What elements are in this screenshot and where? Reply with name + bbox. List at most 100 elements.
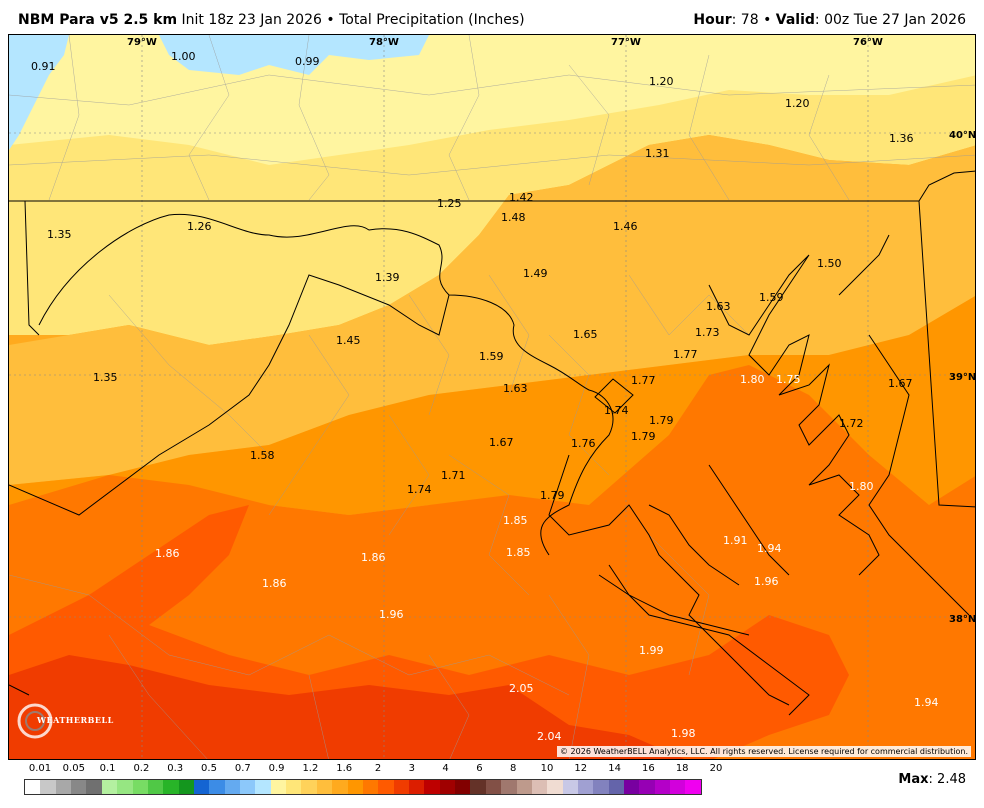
field-blue-n (159, 35, 429, 75)
legend-swatch (301, 780, 317, 794)
legend-label: 14 (608, 763, 621, 774)
legend-swatch (163, 780, 179, 794)
legend-label: 1.6 (336, 763, 353, 774)
legend-label: 16 (642, 763, 655, 774)
legend-swatch (424, 780, 440, 794)
precip-value-label: 0.99 (295, 55, 320, 68)
legend-swatch (270, 780, 287, 794)
legend-label: 0.9 (268, 763, 285, 774)
legend-swatch (470, 780, 486, 794)
legend-label: 0.7 (234, 763, 251, 774)
max-value: : 2.48 (928, 772, 966, 787)
hour-label: Hour (693, 12, 732, 28)
precip-value-label: 1.65 (573, 328, 598, 341)
precip-value-label: 1.50 (817, 257, 842, 270)
precip-value-label: 1.77 (631, 374, 656, 387)
precip-value-label: 1.79 (631, 430, 656, 443)
precip-value-label: 1.98 (671, 727, 696, 740)
legend-label: 8 (510, 763, 517, 774)
precip-value-label: 1.79 (649, 414, 674, 427)
legend-swatch (332, 780, 348, 794)
legend-label: 1.2 (302, 763, 319, 774)
legend-swatch (209, 780, 225, 794)
field-blue-w (9, 35, 69, 150)
legend-swatch (255, 780, 271, 794)
precip-value-label: 1.45 (336, 334, 361, 347)
legend-swatch (501, 780, 517, 794)
precip-value-label: 1.20 (649, 75, 674, 88)
county-lines (9, 35, 975, 759)
legend-swatch (25, 780, 41, 794)
precip-value-label: 1.77 (673, 348, 698, 361)
precip-value-label: 1.31 (645, 147, 670, 160)
lat-label: 39°N (949, 372, 976, 383)
legend-label: 12 (574, 763, 588, 774)
hour-value: : 78 (731, 12, 759, 28)
lat-label: 38°N (949, 614, 976, 625)
legend-label: 0.2 (133, 763, 150, 774)
precip-map[interactable]: 79°W 78°W 77°W 76°W 40°N 39°N 38°N 0.91 1… (8, 34, 976, 760)
precip-value-label: 1.86 (361, 551, 386, 564)
lon-label: 77°W (611, 37, 641, 48)
lon-label: 79°W (127, 37, 157, 48)
precip-value-label: 1.67 (489, 436, 514, 449)
color-legend: 0.01 0.05 0.1 0.2 0.3 0.5 0.7 0.9 1.2 1.6 2 3 4 6 8 10 1… (24, 763, 722, 797)
legend-swatch (178, 780, 194, 794)
valid-label: Valid (775, 12, 815, 28)
legend-label: 4 (442, 763, 449, 774)
precip-value-label: 1.99 (639, 644, 664, 657)
precip-value-label: 1.79 (540, 489, 565, 502)
precip-value-label: 1.35 (47, 228, 72, 241)
legend-swatch (593, 780, 609, 794)
precip-value-label: 1.20 (785, 97, 810, 110)
bullet: • (763, 12, 772, 28)
legend-swatch (101, 780, 118, 794)
legend-swatch (531, 780, 548, 794)
legend-swatch (639, 780, 655, 794)
legend-label: 0.1 (99, 763, 116, 774)
lon-labels: 79°W 78°W 77°W 76°W (127, 37, 883, 48)
precip-value-label: 2.05 (509, 682, 534, 695)
legend-swatch (362, 780, 379, 794)
precip-value-label: 2.04 (537, 730, 562, 743)
legend-label: 0.05 (62, 763, 85, 774)
legend-swatch (117, 780, 133, 794)
product-name: Total Precipitation (Inches) (339, 12, 525, 28)
field-1p6 (9, 135, 975, 485)
precip-value-label: 1.74 (604, 404, 629, 417)
valid-value: : 00z Tue 27 Jan 2026 (814, 12, 966, 28)
precip-value-label: 1.59 (479, 350, 504, 363)
precip-value-label: 1.26 (187, 220, 212, 233)
precip-value-label: 1.63 (503, 382, 528, 395)
legend-swatch (347, 780, 363, 794)
legend-swatch (562, 780, 578, 794)
weatherbell-logo: WEATHERBELL (15, 701, 113, 741)
lat-labels: 40°N 39°N 38°N (949, 130, 976, 625)
legend-label: 0.3 (167, 763, 184, 774)
precip-value-label: 1.25 (437, 197, 462, 210)
precip-value-label: 0.91 (31, 60, 56, 73)
legend-swatch (86, 780, 102, 794)
max-value-box: Max: 2.48 (898, 772, 966, 787)
precip-value-label: 1.80 (740, 373, 765, 386)
precip-value-label: 1.59 (759, 291, 784, 304)
legend-swatch (547, 780, 563, 794)
legend-swatch (408, 780, 425, 794)
legend-swatch (240, 780, 256, 794)
legend-swatch (193, 780, 210, 794)
precip-value-label: 1.73 (695, 326, 720, 339)
legend-swatch (147, 780, 164, 794)
precip-value-label: 1.63 (706, 300, 731, 313)
precip-value-label: 1.85 (503, 514, 528, 527)
legend-swatch (40, 780, 56, 794)
header-valid: Hour: 78 • Valid: 00z Tue 27 Jan 2026 (693, 12, 966, 28)
legend-swatch (439, 780, 456, 794)
precip-value-label: 1.72 (839, 417, 864, 430)
precip-value-label: 1.42 (509, 191, 534, 204)
precip-value-label: 1.75 (776, 373, 801, 386)
legend-swatch (71, 780, 87, 794)
logo-swirl-icon (17, 703, 53, 739)
legend-swatch (670, 780, 686, 794)
state-borders (9, 170, 975, 716)
lon-label: 78°W (369, 37, 399, 48)
